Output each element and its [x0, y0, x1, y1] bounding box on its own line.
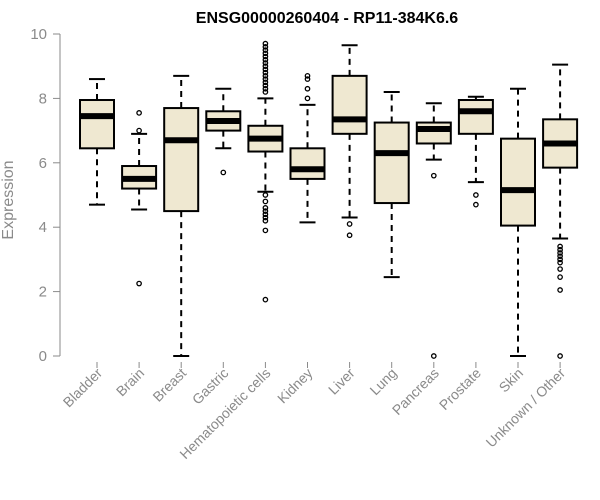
outlier-point [262, 63, 269, 70]
outlier-point [262, 217, 269, 224]
outlier-point [304, 95, 311, 102]
outlier-point [430, 172, 437, 179]
box-pancreas [415, 102, 452, 359]
iqr-box [289, 147, 326, 180]
box-unknown-other [542, 63, 579, 359]
y-axis: 0 2 4 6 8 10 [30, 26, 61, 365]
iqr-box [457, 99, 494, 135]
y-tick-label: 2 [39, 284, 47, 301]
chart-title: ENSG00000260404 - RP11-384K6.6 [196, 10, 459, 27]
iqr-box [500, 137, 536, 227]
outlier-point [220, 169, 227, 176]
x-tick-label: Brain [113, 365, 147, 399]
outlier-point [262, 192, 269, 198]
iqr-box [373, 121, 410, 205]
x-tick-label: Kidney [274, 365, 316, 407]
outlier-point [262, 208, 269, 214]
outlier-point [346, 221, 353, 227]
outlier-point [473, 192, 479, 198]
iqr-box [79, 99, 115, 150]
box-prostate [457, 95, 494, 208]
outlier-point [262, 296, 269, 303]
outlier-point [346, 232, 353, 239]
outlier-point [136, 110, 142, 116]
outlier-point [430, 353, 437, 359]
x-tick-label: Pancreas [389, 365, 442, 418]
outlier-point [557, 250, 563, 256]
outlier-point [262, 85, 269, 92]
outlier-point [557, 243, 563, 250]
outlier-point [557, 266, 563, 272]
outlier-point [262, 82, 269, 89]
box-brain [121, 110, 158, 287]
outlier-point [262, 76, 269, 82]
y-tick-label: 0 [39, 348, 47, 365]
box-kidney [289, 73, 326, 224]
x-tick-label: Bladder [60, 365, 106, 411]
x-tick-label: Lung [366, 365, 399, 398]
outlier-point [304, 85, 311, 92]
outlier-point [262, 50, 269, 57]
outlier-point [557, 246, 563, 253]
x-tick-label: Skin [496, 365, 527, 396]
outlier-point [557, 259, 563, 266]
x-tick-label: Prostate [436, 365, 484, 413]
outlier-point [262, 79, 269, 86]
outlier-point [262, 44, 269, 50]
outlier-point [262, 40, 269, 47]
outlier-point [262, 56, 269, 63]
outlier-point [262, 198, 269, 205]
outlier-point [262, 211, 269, 218]
outlier-point [304, 73, 311, 79]
outlier-point [557, 287, 563, 293]
x-tick-label: Breast [149, 365, 189, 405]
iqr-box [163, 107, 200, 213]
outlier-point [262, 73, 269, 79]
outlier-point [262, 214, 269, 221]
outlier-point [262, 205, 269, 211]
y-axis-label: Expression [0, 160, 17, 239]
outlier-point [473, 201, 479, 208]
outlier-point [262, 89, 269, 95]
outlier-point [557, 353, 563, 359]
box-liver [331, 44, 368, 239]
outlier-point [557, 256, 563, 263]
box-bladder [79, 78, 115, 206]
outlier-point [262, 60, 269, 66]
x-tick-label: Unknown / Other [483, 365, 569, 451]
iqr-box [331, 74, 368, 135]
outlier-point [262, 66, 269, 73]
outlier-point [136, 127, 142, 134]
outlier-point [557, 274, 563, 280]
y-tick-label: 10 [30, 26, 47, 43]
outlier-point [262, 53, 269, 60]
outlier-point [304, 76, 311, 82]
box-gastric [205, 87, 242, 176]
outlier-point [262, 69, 269, 76]
outlier-point [262, 227, 269, 234]
box-hematopoietic-cells [247, 40, 284, 303]
outlier-point [136, 280, 142, 287]
outlier-point [262, 47, 269, 53]
y-tick-label: 4 [39, 219, 47, 236]
boxes [79, 40, 579, 359]
iqr-box [415, 121, 452, 145]
box-lung [373, 90, 410, 279]
outlier-point [557, 253, 563, 260]
x-tick-label: Liver [325, 365, 358, 398]
y-tick-label: 6 [39, 155, 47, 172]
box-skin [500, 87, 536, 357]
box-breast [163, 74, 200, 357]
y-tick-label: 8 [39, 90, 47, 107]
